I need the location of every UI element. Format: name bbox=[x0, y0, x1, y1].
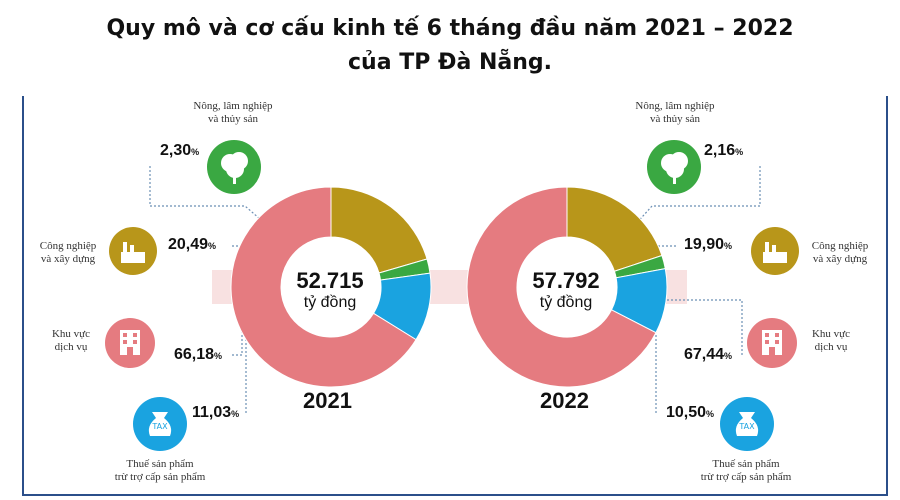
tree-icon bbox=[207, 140, 261, 194]
donut-2022 bbox=[466, 186, 668, 388]
label-ind-2021: Công nghiệp và xây dựng bbox=[39, 240, 97, 265]
year-2022: 2022 bbox=[540, 388, 589, 413]
label-serv-2021: Khu vực dịch vụ bbox=[51, 328, 91, 353]
label-agri-2021: Nông, lâm nghiệp và thủy sản bbox=[193, 100, 273, 125]
building-icon bbox=[105, 318, 155, 368]
title-line-1: Quy mô và cơ cấu kinh tế 6 tháng đầu năm… bbox=[106, 16, 794, 41]
total-2022: 57.792 tỷ đồng bbox=[532, 268, 600, 311]
total-2021: 52.715 tỷ đồng bbox=[296, 268, 364, 311]
label-ind-2022: Công nghiệp và xây dựng bbox=[811, 240, 869, 265]
connector-agri-2021 bbox=[149, 166, 269, 227]
chart-title: Quy mô và cơ cấu kinh tế 6 tháng đầu năm… bbox=[0, 12, 900, 80]
svg-text:TAX: TAX bbox=[738, 422, 755, 431]
connector-serv-2022 bbox=[655, 299, 743, 355]
pct-serv-2021: 66,18% bbox=[174, 346, 223, 363]
title-line-2: của TP Đà Nẵng. bbox=[348, 50, 552, 75]
pct-tax-2021: 11,03% bbox=[192, 404, 240, 421]
tree-icon bbox=[647, 140, 701, 194]
label-serv-2022: Khu vực dịch vụ bbox=[811, 328, 851, 353]
pct-serv-2022: 67,44% bbox=[684, 346, 733, 363]
donut-hole-2022 bbox=[517, 237, 617, 337]
svg-text:TAX: TAX bbox=[151, 422, 168, 431]
label-tax-2021: Thuế sản phẩm trừ trợ cấp sản phẩm bbox=[114, 458, 206, 483]
building-icon bbox=[747, 318, 797, 368]
donut-2021 bbox=[230, 186, 432, 388]
pct-ind-2021: 20,49% bbox=[168, 236, 217, 253]
label-tax-2022: Thuế sản phẩm trừ trợ cấp sản phẩm bbox=[700, 458, 792, 483]
factory-icon bbox=[109, 227, 157, 275]
pct-ind-2022: 19,90% bbox=[684, 236, 733, 253]
pct-agri-2021: 2,30% bbox=[160, 142, 200, 159]
tax-bag-icon: TAX bbox=[720, 397, 774, 451]
donut-hole-2021 bbox=[281, 237, 381, 337]
chart-frame bbox=[22, 96, 888, 496]
pct-agri-2022: 2,16% bbox=[704, 142, 744, 159]
connector-agri-2022 bbox=[633, 166, 761, 227]
label-agri-2022: Nông, lâm nghiệp và thủy sản bbox=[635, 100, 715, 125]
pct-tax-2022: 10,50% bbox=[666, 404, 715, 421]
tax-bag-icon: TAX bbox=[133, 397, 187, 451]
year-2021: 2021 bbox=[303, 388, 352, 413]
factory-icon bbox=[751, 227, 799, 275]
